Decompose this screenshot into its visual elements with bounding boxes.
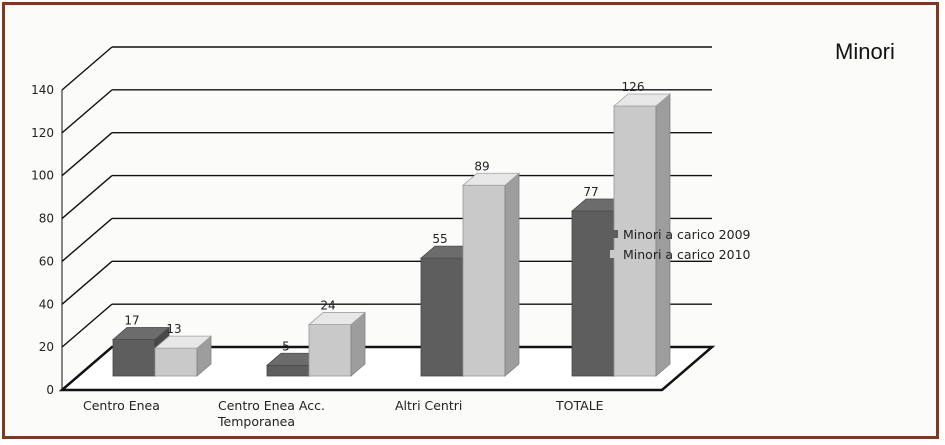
- gridline-diagonal: [61, 217, 113, 262]
- bar-front: [154, 347, 198, 377]
- legend-entry: Minori a carico 2010: [623, 247, 751, 262]
- y-tick-label: 80: [39, 212, 54, 226]
- bar-top: [111, 327, 171, 340]
- legend-swatch: [610, 250, 618, 258]
- bar-top: [307, 312, 367, 325]
- x-axis: Centro Enea Centro Enea Acc.Temporanea Alt…: [83, 398, 604, 429]
- x-tick-label: Centro Enea Acc.: [218, 398, 325, 413]
- bar-front: [462, 184, 506, 377]
- y-tick-label: 60: [39, 254, 54, 268]
- chart-title: Minori: [835, 39, 895, 64]
- gridline-diagonal: [61, 260, 113, 305]
- gridline-diagonal: [61, 303, 113, 348]
- legend-swatch: [610, 230, 618, 238]
- bars: [111, 93, 672, 377]
- data-label: 5: [282, 339, 290, 353]
- gridline-diagonal: [61, 46, 113, 91]
- y-tick-label: 140: [31, 83, 54, 97]
- x-tick-label: Centro Enea: [83, 398, 160, 413]
- bar-front: [308, 324, 352, 377]
- data-label: 89: [474, 159, 489, 173]
- gridline-diagonal: [61, 132, 113, 177]
- legend: Minori a carico 2009 Minori a carico 2010: [610, 227, 751, 262]
- y-tick-label: 0: [46, 383, 54, 397]
- bar-front: [571, 210, 615, 377]
- y-tick-label: 40: [39, 297, 54, 311]
- data-label: 24: [320, 299, 335, 313]
- data-label: 126: [622, 80, 645, 94]
- x-tick-label: TOTALE: [555, 398, 604, 413]
- gridline-diagonal: [61, 175, 113, 220]
- legend-entry: Minori a carico 2009: [623, 227, 751, 242]
- bar-top: [612, 93, 672, 107]
- bar-top: [153, 335, 213, 349]
- y-tick-label: 100: [31, 169, 54, 183]
- y-tick-label: 120: [31, 126, 54, 140]
- bar-front: [112, 339, 156, 377]
- data-labels: 17 13 5 24 55 89 77 126: [124, 80, 644, 353]
- data-label: 77: [583, 185, 598, 199]
- chart-floor: [58, 345, 716, 392]
- floor-plane: [58, 345, 716, 392]
- data-label: 13: [166, 322, 181, 336]
- bar-top: [461, 172, 521, 186]
- x-tick-label: Altri Centri: [395, 398, 462, 413]
- bar-front: [420, 257, 464, 377]
- y-axis: 0 20 40 60 80 100 120 140: [31, 83, 63, 397]
- data-label: 17: [124, 314, 139, 328]
- bar-front: [266, 364, 310, 377]
- y-tick-label: 20: [39, 340, 54, 354]
- bar-front: [613, 105, 657, 377]
- data-label: 55: [432, 232, 447, 246]
- x-tick-label: Temporanea: [217, 414, 295, 429]
- gridline-diagonal: [61, 89, 113, 134]
- bar-side: [504, 172, 520, 377]
